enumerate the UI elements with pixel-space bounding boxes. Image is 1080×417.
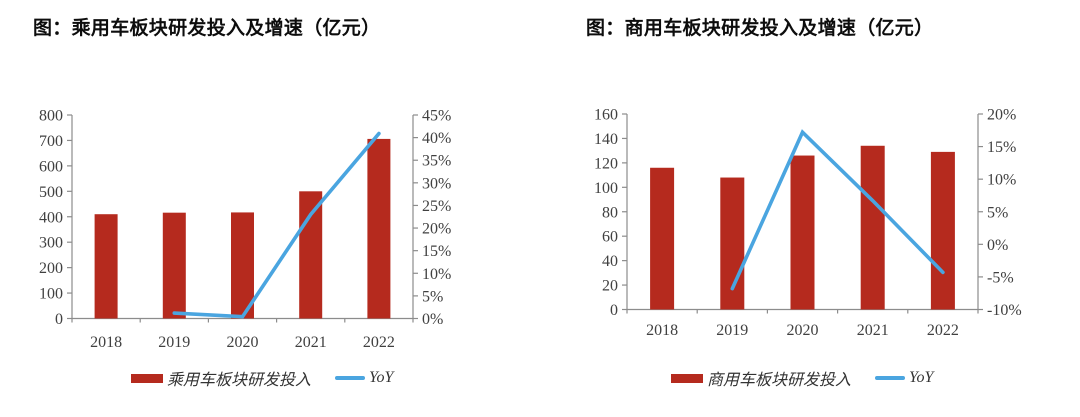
bar-2018 — [94, 214, 118, 319]
left-tick-label: 400 — [39, 209, 63, 226]
left-tick-label: 120 — [594, 155, 618, 172]
line-series-label: YoY — [369, 369, 394, 386]
commercial-chart-title: 图：商用车板块研发投入及增速（亿元） — [586, 18, 934, 39]
x-category-label: 2019 — [716, 322, 748, 339]
left-tick-label: 200 — [39, 260, 63, 277]
bar-2019 — [162, 212, 186, 319]
right-tick-label: 45% — [422, 108, 451, 125]
yoy-line — [730, 129, 945, 291]
x-category-label: 2018 — [90, 334, 122, 351]
right-tick-label: 10% — [422, 266, 451, 283]
left-tick-label: 20 — [602, 278, 618, 295]
left-tick-label: 40 — [602, 253, 618, 270]
right-tick-label: 15% — [422, 243, 451, 260]
left-tick-label: 80 — [602, 204, 618, 221]
right-tick-label: 5% — [987, 204, 1008, 221]
right-tick-label: 40% — [422, 130, 451, 147]
x-category-label: 2018 — [646, 322, 678, 339]
passenger-chart-plot: 0 100 200 300 400 500 600 700 800 0% 5% 10% 15% 20% 25… — [39, 108, 451, 352]
passenger-chart-title: 图：乘用车板块研发投入及增速（亿元） — [33, 18, 381, 39]
left-tick-label: 600 — [39, 158, 63, 175]
chart-canvas: 0 20 40 60 80 100 120 140 160 -10% -5% 0% 5% 10% 15% 20… — [594, 107, 1022, 340]
bar-2021 — [299, 191, 323, 319]
bar-2020 — [790, 155, 815, 310]
bar-2021 — [860, 145, 885, 310]
bar-2022 — [930, 151, 955, 310]
line-series-swatch — [335, 376, 366, 380]
x-category-label: 2021 — [295, 334, 327, 351]
passenger-rd-chart: 图：乘用车板块研发投入及增速（亿元） 0 100 200 300 400 500 600 70… — [33, 18, 451, 389]
x-category-label: 2022 — [927, 322, 959, 339]
x-category-label: 2019 — [158, 334, 190, 351]
right-tick-label: -5% — [987, 269, 1014, 286]
bar-series-swatch — [671, 373, 703, 383]
commercial-chart-legend: 商用车板块研发投入 YoY — [671, 369, 934, 389]
right-tick-label: 30% — [422, 175, 451, 192]
right-tick-label: 20% — [422, 221, 451, 238]
bar-2020 — [231, 212, 254, 319]
left-tick-label: 60 — [602, 229, 618, 246]
left-tick-label: 100 — [39, 286, 63, 303]
right-tick-label: 5% — [422, 288, 443, 305]
left-tick-label: 500 — [39, 184, 63, 201]
left-tick-label: 100 — [594, 180, 618, 197]
left-tick-label: 160 — [594, 107, 618, 124]
right-tick-label: 15% — [987, 139, 1016, 156]
left-tick-label: 700 — [39, 133, 63, 150]
x-category-label: 2020 — [227, 334, 259, 351]
yoy-line — [172, 131, 381, 319]
right-tick-label: 0% — [987, 237, 1008, 254]
right-tick-label: 20% — [987, 107, 1016, 124]
bar-series-label: 乘用车板块研发投入 — [167, 372, 312, 389]
x-category-label: 2021 — [857, 322, 889, 339]
line-series-label: YoY — [909, 369, 934, 386]
bar-2022 — [367, 138, 391, 319]
left-tick-label: 800 — [39, 108, 63, 125]
left-tick-label: 140 — [594, 131, 618, 148]
bar-series-swatch — [131, 373, 163, 383]
commercial-rd-chart: 图：商用车板块研发投入及增速（亿元） 0 20 40 60 80 100 120 140 160… — [540, 0, 1080, 417]
right-tick-label: 35% — [422, 153, 451, 170]
bar-series-label: 商用车板块研发投入 — [707, 372, 852, 389]
right-tick-label: -10% — [987, 302, 1022, 319]
chart-canvas: 0 100 200 300 400 500 600 700 800 0% 5% 10% 15% 20% 25… — [39, 108, 451, 352]
left-tick-label: 0 — [55, 311, 63, 328]
x-category-label: 2022 — [363, 334, 395, 351]
passenger-chart-legend: 乘用车板块研发投入 YoY — [131, 369, 394, 389]
commercial-chart-plot: 0 20 40 60 80 100 120 140 160 -10% -5% 0% 5% 10% 15% 20… — [540, 0, 1080, 417]
line-series-swatch — [875, 376, 906, 380]
x-category-label: 2020 — [787, 322, 819, 339]
right-tick-label: 25% — [422, 198, 451, 215]
right-tick-label: 0% — [422, 311, 443, 328]
bar-2018 — [650, 167, 675, 310]
right-tick-label: 10% — [987, 172, 1016, 189]
left-tick-label: 0 — [610, 302, 618, 319]
left-tick-label: 300 — [39, 235, 63, 252]
